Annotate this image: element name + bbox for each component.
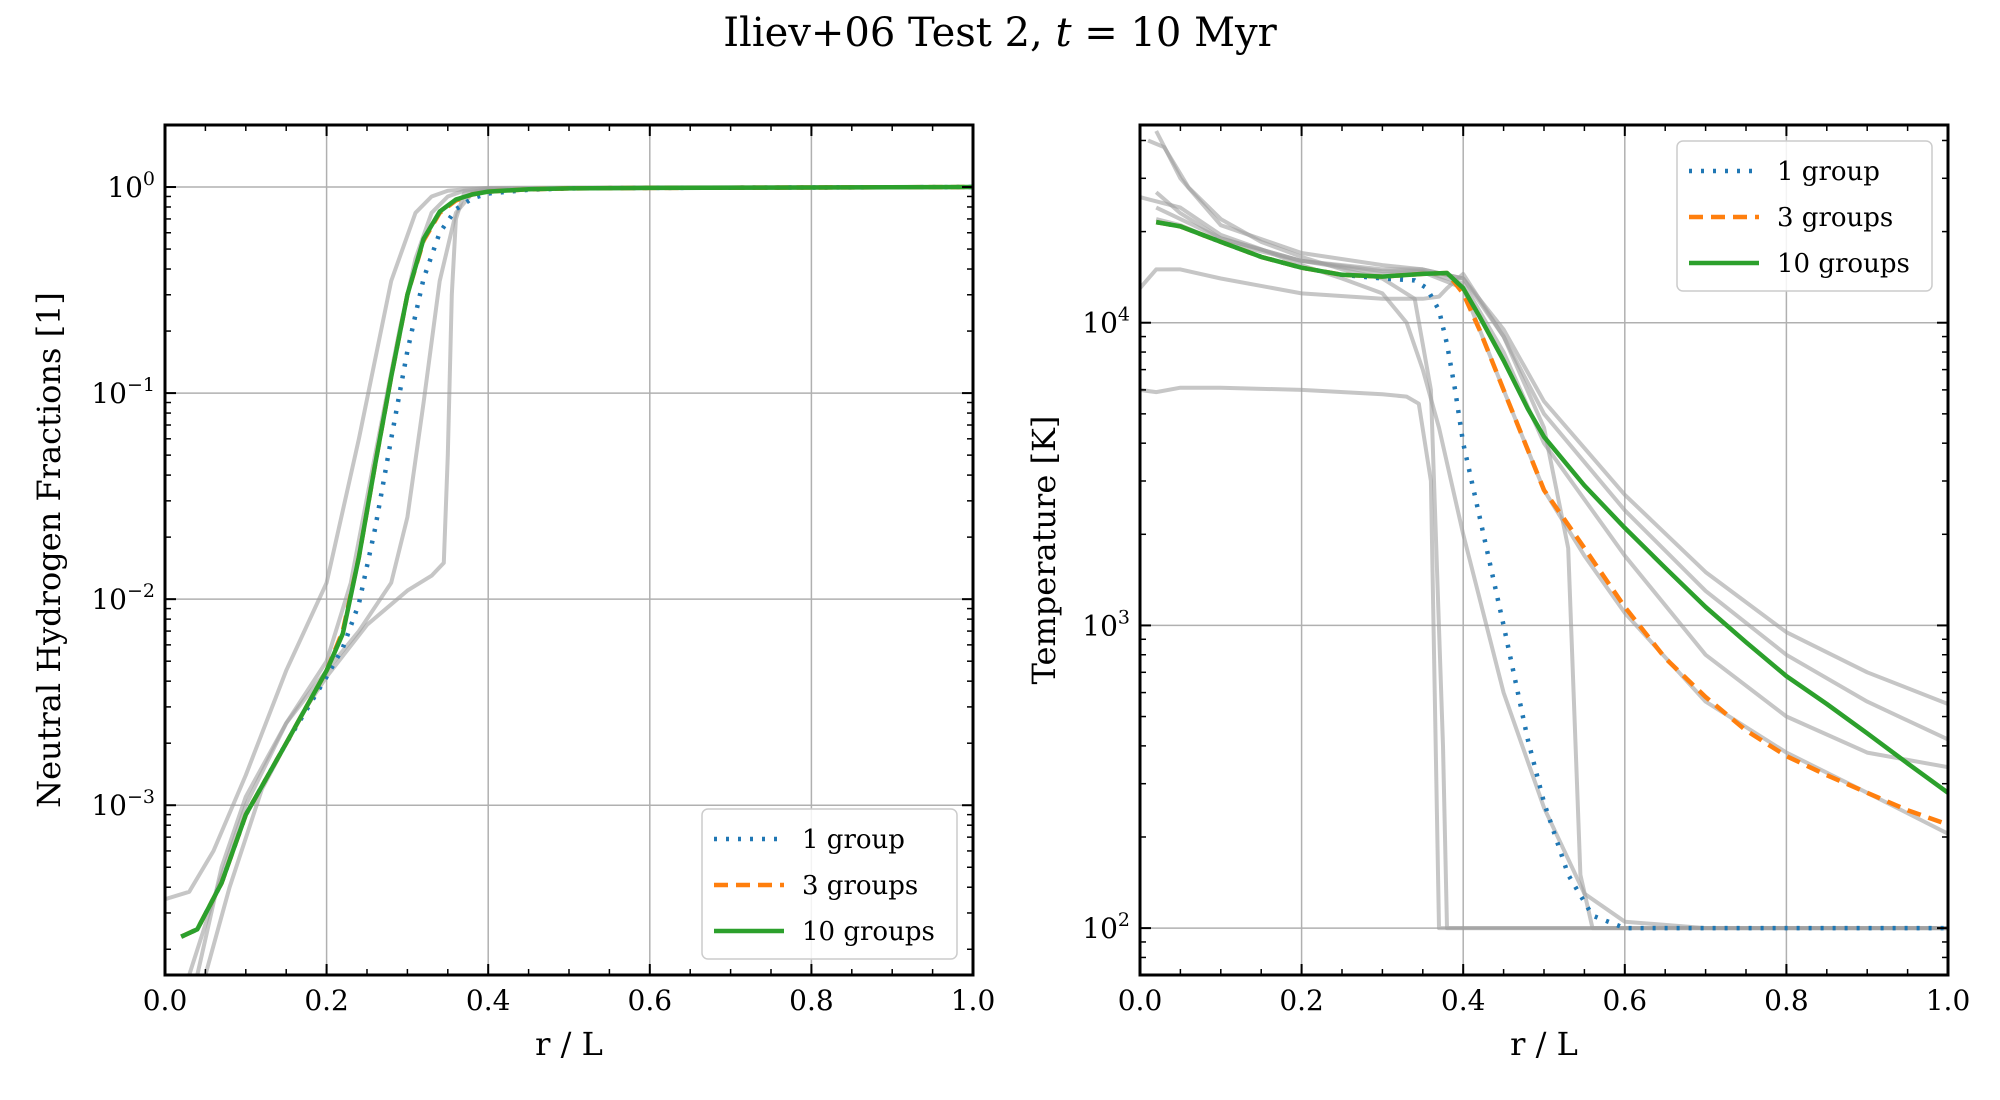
- right-plot-area: [1140, 130, 1948, 931]
- reference-curve: [1155, 205, 1948, 770]
- x-tick-label: 0.4: [1441, 984, 1486, 1017]
- left-plot-area: [165, 184, 973, 975]
- title-text: Iliev+06 Test 2,: [723, 10, 1056, 56]
- reference-curve: [1154, 130, 1948, 742]
- reference-curve: [1155, 217, 1948, 836]
- figure-title: Iliev+06 Test 2, t = 10 Myr: [0, 10, 2000, 56]
- x-tick-label: 0.6: [1603, 984, 1648, 1017]
- legend-label: 3 groups: [802, 871, 918, 901]
- legend-label: 10 groups: [1777, 249, 1910, 279]
- series-line: [1155, 219, 1948, 795]
- legend-box: [1676, 140, 1933, 292]
- x-tick-label: 0.2: [1279, 984, 1324, 1017]
- y-tick-label: 10−1: [91, 374, 155, 410]
- legend-label: 1 group: [1777, 157, 1880, 187]
- x-axis-label: r / L: [1510, 1025, 1578, 1063]
- x-tick-label: 0.6: [628, 984, 673, 1017]
- x-tick-label: 0.0: [143, 984, 188, 1017]
- right-axes-frame: [1138, 123, 1950, 977]
- reference-curve: [1140, 385, 1948, 931]
- x-tick-label: 1.0: [1926, 984, 1971, 1017]
- legend-box: [701, 808, 958, 960]
- left-axes-frame: [163, 123, 975, 977]
- reference-curve: [165, 185, 973, 902]
- x-tick-label: 0.4: [466, 984, 511, 1017]
- x-tick-label: 0.2: [304, 984, 349, 1017]
- y-tick-label: 10−2: [91, 580, 155, 616]
- x-tick-label: 0.8: [1764, 984, 1809, 1017]
- reference-curve: [1140, 267, 1948, 931]
- y-axis-label: Neutral Hydrogen Fractions [1]: [30, 292, 68, 808]
- x-tick-label: 0.8: [789, 984, 834, 1017]
- y-tick-label: 10−3: [91, 786, 155, 822]
- right-panel: 0.0 0.2 0.4 0.6 0.8 1.0 102 103 104 r / L Temperat…: [1025, 123, 1971, 1063]
- title-t-symbol: t: [1055, 10, 1072, 56]
- y-tick-label: 102: [1082, 909, 1130, 945]
- x-axis-label: r / L: [535, 1025, 603, 1063]
- left-legend: 1 group 3 groups 10 groups: [701, 808, 958, 960]
- title-rest: = 10 Myr: [1071, 10, 1277, 56]
- reference-curve: [1140, 195, 1948, 931]
- y-tick-label: 103: [1082, 606, 1130, 642]
- x-tick-label: 0.0: [1118, 984, 1163, 1017]
- y-tick-label: 100: [107, 168, 155, 204]
- legend-label: 3 groups: [1777, 203, 1893, 233]
- series-line: [180, 184, 973, 939]
- y-axis-label: Temperature [K]: [1025, 416, 1063, 685]
- right-legend: 1 group 3 groups 10 groups: [1676, 140, 1933, 292]
- x-tick-label: 1.0: [951, 984, 996, 1017]
- y-tick-label: 104: [1082, 304, 1130, 340]
- legend-label: 1 group: [802, 825, 905, 855]
- left-panel: 0.0 0.2 0.4 0.6 0.8 1.0 10−3 10−2 10−1 100 r / L Ne…: [30, 123, 996, 1063]
- legend-label: 10 groups: [802, 917, 935, 947]
